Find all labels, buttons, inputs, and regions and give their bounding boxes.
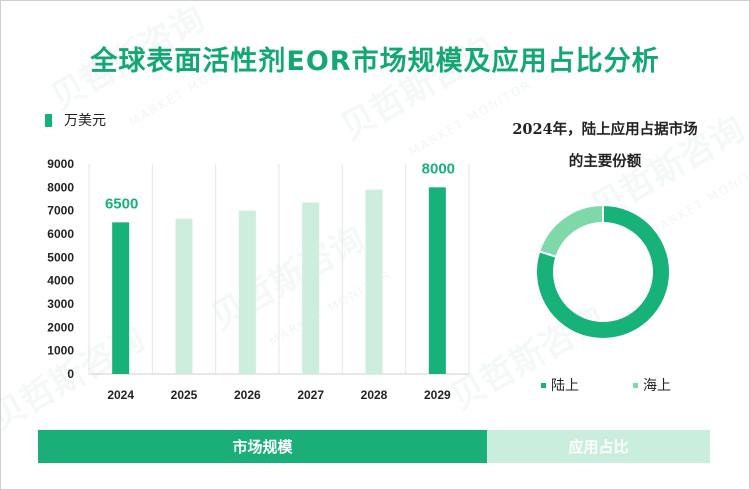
bar [112, 222, 130, 374]
pie-legend-item: 海上 [633, 375, 671, 395]
data-label: 6500 [105, 195, 138, 212]
pie-title: 2024年，陆上应用占据市场 的主要份额 [479, 114, 731, 178]
bar-legend: 万美元 [45, 110, 106, 130]
x-tick-label: 2025 [171, 388, 198, 402]
y-tick-label: 4000 [47, 274, 74, 288]
tab-bar: 市场规模 应用占比 [38, 430, 710, 463]
data-label: 8000 [422, 160, 455, 177]
y-tick-label: 2000 [47, 320, 74, 334]
tab-market-size[interactable]: 市场规模 [38, 430, 487, 463]
legend-swatch [45, 113, 52, 127]
legend-dot [633, 382, 638, 388]
x-tick-label: 2028 [361, 388, 388, 402]
tab-application-share[interactable]: 应用占比 [487, 430, 710, 463]
legend-label: 陆上 [551, 378, 579, 394]
pie-title-line-1: 2024年，陆上应用占据市场 [512, 121, 698, 138]
bar [428, 187, 446, 374]
bar [302, 202, 320, 374]
x-tick-label: 2027 [297, 388, 324, 402]
donut-slice [535, 203, 671, 340]
y-tick-label: 8000 [47, 180, 74, 194]
y-tick-label: 9000 [47, 157, 74, 171]
legend-dot [541, 382, 546, 388]
x-tick-label: 2024 [107, 388, 134, 402]
bar [365, 189, 383, 374]
y-tick-label: 3000 [47, 297, 74, 311]
x-tick-label: 2026 [234, 388, 261, 402]
pie-legend-item: 陆上 [541, 375, 579, 395]
donut-slice [538, 203, 604, 259]
y-tick-label: 7000 [47, 204, 74, 218]
legend-label: 万美元 [64, 113, 106, 129]
y-tick-label: 0 [67, 367, 74, 381]
bar [238, 210, 256, 374]
x-tick-label: 2029 [424, 388, 451, 402]
legend-label: 海上 [643, 378, 671, 394]
bar [175, 218, 193, 374]
y-tick-label: 1000 [47, 344, 74, 358]
page-title: 全球表面活性剂EOR市场规模及应用占比分析 [90, 46, 660, 77]
y-tick-label: 5000 [47, 250, 74, 264]
y-tick-label: 6000 [47, 227, 74, 241]
pie-title-line-2: 的主要份额 [568, 153, 642, 170]
